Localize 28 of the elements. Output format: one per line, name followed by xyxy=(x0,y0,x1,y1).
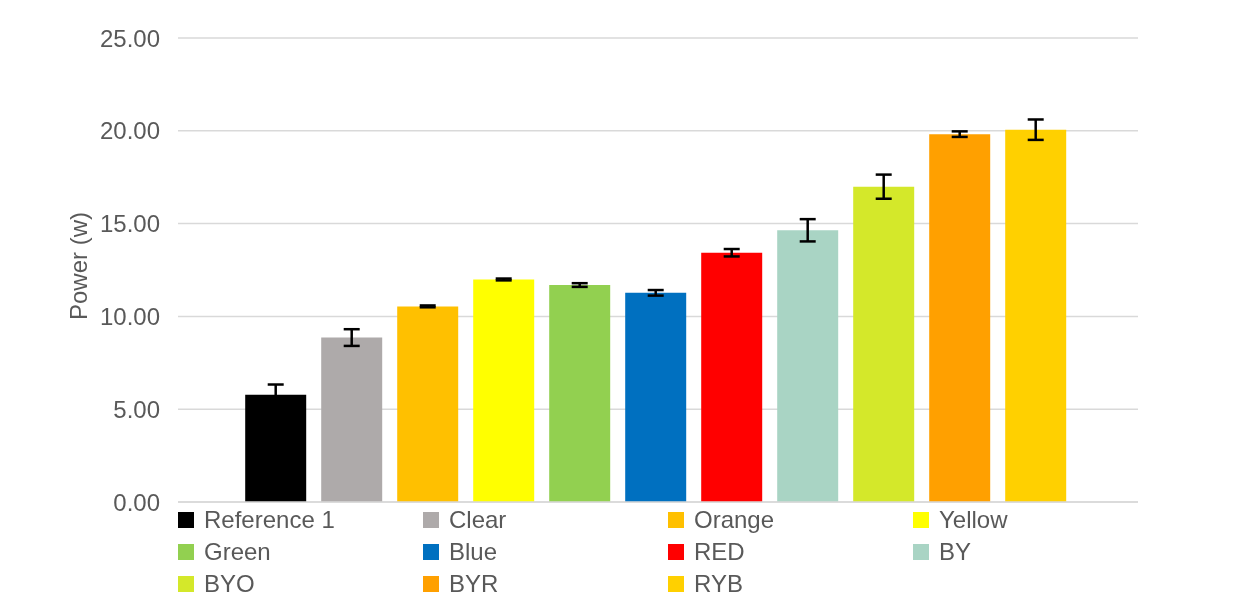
legend-label: Green xyxy=(204,538,271,566)
y-tick-label: 5.00 xyxy=(113,395,160,423)
legend-label: Reference 1 xyxy=(204,506,335,534)
legend-label: RYB xyxy=(694,570,743,598)
bar xyxy=(1005,129,1067,502)
y-axis-title: Power (w) xyxy=(64,211,92,320)
bar xyxy=(701,252,763,502)
bar xyxy=(625,292,687,502)
legend-label: Orange xyxy=(694,506,775,534)
bar xyxy=(397,306,459,502)
legend-label: Blue xyxy=(449,538,498,566)
y-tick-label: 25.00 xyxy=(99,24,160,52)
legend-label: BYR xyxy=(449,570,499,598)
bar xyxy=(853,186,915,502)
y-tick-label: 20.00 xyxy=(99,117,160,145)
legend-label: RED xyxy=(694,538,745,566)
bar xyxy=(321,337,383,502)
legend-label: BYO xyxy=(204,570,255,598)
bar xyxy=(777,230,839,502)
bar xyxy=(473,279,535,502)
y-tick-label: 10.00 xyxy=(99,302,160,330)
y-tick-label: 15.00 xyxy=(99,210,160,238)
bar xyxy=(549,285,611,502)
legend-label: Clear xyxy=(449,506,507,534)
y-tick-label: 0.00 xyxy=(113,488,160,516)
legend-label: BY xyxy=(939,538,972,566)
legend-label: Yellow xyxy=(939,506,1008,534)
bar xyxy=(929,134,991,502)
